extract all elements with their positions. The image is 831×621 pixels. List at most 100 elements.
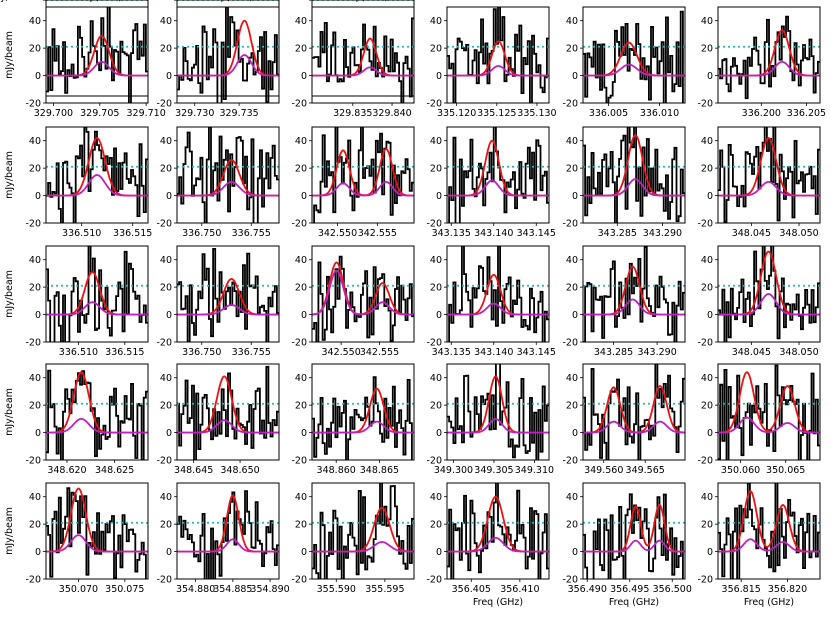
axes-frame [582, 245, 686, 343]
x-tick-label: 349.300 [434, 465, 473, 476]
x-tick-label: 329.835 [333, 108, 372, 119]
y-tick-label: -20 [697, 338, 713, 349]
x-tick-label: 356.405 [452, 584, 491, 595]
y-tick-label: -20 [426, 575, 442, 586]
y-tick-label: 40 [701, 16, 713, 27]
model-component-curve [312, 66, 414, 77]
y-tick-label: -20 [291, 575, 307, 586]
plot-area [46, 487, 148, 579]
axes-frame [717, 363, 821, 461]
y-tick-label: -20 [291, 99, 307, 110]
y-tick-label: 0 [436, 547, 442, 558]
plot-area [312, 483, 414, 579]
y-tick-label: 20 [160, 283, 172, 294]
y-tick-label: 40 [566, 136, 578, 147]
y-tick-label: 0 [166, 310, 172, 321]
x-tick-label: 356.495 [610, 584, 649, 595]
spectrum-panel: -2002040362.310362.315Freq (GHz) [156, 0, 280, 97]
y-tick-label: -20 [156, 99, 172, 110]
spectrum-panel: -20 0 20 40 335.120 335.125 335.130 [426, 6, 557, 119]
observed-spectrum [46, 487, 147, 579]
spectrum-panel: -20 0 20 40 348.645 348.650 [156, 363, 280, 476]
spectrum-panel: -20 0 20 40 342.550 342.555 [291, 126, 415, 239]
model-component-curve [177, 304, 279, 316]
y-axis-label: mJy/beam [4, 507, 15, 555]
model-component-curve [583, 63, 685, 77]
y-tick-label: 40 [701, 373, 713, 384]
x-tick-label: 362.365 [366, 0, 405, 3]
model-component-curve [46, 418, 148, 434]
y-tick-label: -20 [562, 338, 578, 349]
model-component-curve [583, 539, 685, 553]
y-tick-label: 40 [29, 492, 41, 503]
axes-frame [717, 6, 821, 104]
x-tick-label: 336.750 [182, 347, 221, 358]
x-axis-label: Freq (GHz) [338, 0, 388, 3]
plot-area [447, 246, 549, 342]
plot-area [583, 246, 685, 342]
observed-spectrum [312, 255, 414, 342]
x-tick-label: 336.200 [742, 108, 781, 119]
plot-area [312, 255, 414, 342]
axes-frame [45, 482, 149, 580]
x-axis-label: Freq (GHz) [473, 597, 523, 608]
axes-frame [717, 245, 821, 343]
y-tick-label: -20 [697, 99, 713, 110]
y-tick-label: 0 [572, 310, 578, 321]
plot-area [312, 127, 414, 223]
x-tick-label: 356.490 [568, 584, 607, 595]
model-component-curve [312, 541, 414, 553]
y-axis-label: mJy/beam [4, 270, 15, 318]
y-tick-label: -20 [426, 338, 442, 349]
observed-spectrum [718, 364, 820, 460]
x-tick-label: 349.305 [474, 465, 513, 476]
y-tick-label: 20 [29, 283, 41, 294]
y-tick-label: 20 [29, 0, 41, 3]
axes-frame [45, 0, 149, 97]
y-tick-label: -20 [562, 575, 578, 586]
spectrum-panel: -20 0 20 40 329.730 329.735 [156, 6, 280, 119]
x-tick-label: 348.620 [47, 465, 86, 476]
x-tick-label: 354.880 [176, 584, 215, 595]
y-tick-label: 0 [436, 310, 442, 321]
x-tick-label: 343.290 [637, 347, 676, 358]
y-tick-label: 0 [301, 71, 307, 82]
y-tick-label: 40 [160, 492, 172, 503]
y-tick-label: 40 [430, 136, 442, 147]
y-tick-label: -20 [25, 0, 41, 3]
x-tick-label: 355.595 [365, 584, 404, 595]
observed-spectrum [46, 7, 148, 103]
observed-spectrum [583, 127, 685, 223]
y-tick-label: -20 [426, 99, 442, 110]
plot-area [177, 127, 279, 223]
x-tick-label: 350.070 [59, 584, 98, 595]
spectrum-panel: -20 0 20 40 336.200 336.205 [697, 6, 826, 119]
x-tick-label: 343.285 [594, 347, 633, 358]
model-component-curve [583, 298, 685, 316]
plot-area [177, 490, 279, 579]
model-component-curve [718, 416, 820, 434]
observed-spectrum [718, 483, 820, 579]
model-component-curve [177, 538, 279, 553]
x-tick-label: 354.885 [213, 584, 252, 595]
plot-area [447, 483, 549, 579]
y-tick-label: 20 [160, 164, 172, 175]
y-tick-label: 0 [572, 191, 578, 202]
spectrum-panel: -20 0 20 40 349.560 349.565 [562, 363, 686, 476]
plot-area [583, 127, 685, 223]
y-tick-label: 40 [566, 373, 578, 384]
y-tick-label: 40 [29, 255, 41, 266]
y-tick-label: 40 [29, 136, 41, 147]
y-tick-label: 0 [166, 428, 172, 439]
axes-frame [582, 363, 686, 461]
y-tick-label: 20 [430, 283, 442, 294]
y-tick-label: -20 [697, 575, 713, 586]
plot-area [583, 10, 685, 103]
x-tick-label: 336.750 [182, 228, 221, 239]
y-tick-label: 20 [29, 44, 41, 55]
model-component-curve [46, 301, 148, 316]
y-tick-label: 0 [301, 547, 307, 558]
y-tick-label: 0 [301, 191, 307, 202]
model-component-curve [718, 61, 820, 77]
